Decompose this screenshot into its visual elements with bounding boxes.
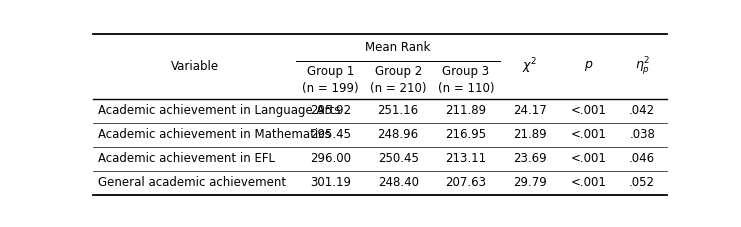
Text: 295.45: 295.45 <box>310 128 351 141</box>
Text: <.001: <.001 <box>571 176 607 190</box>
Text: 21.89: 21.89 <box>513 128 547 141</box>
Text: <.001: <.001 <box>571 128 607 141</box>
Text: $\chi^2$: $\chi^2$ <box>522 57 537 76</box>
Text: Academic achievement in Language Arts: Academic achievement in Language Arts <box>99 104 341 117</box>
Text: 248.96: 248.96 <box>378 128 419 141</box>
Text: <.001: <.001 <box>571 104 607 117</box>
Text: .052: .052 <box>629 176 655 190</box>
Text: 296.00: 296.00 <box>310 152 351 165</box>
Text: Variable: Variable <box>170 60 219 73</box>
Text: Group 2
(n = 210): Group 2 (n = 210) <box>370 65 426 95</box>
Text: 251.16: 251.16 <box>378 104 419 117</box>
Text: Group 3
(n = 110): Group 3 (n = 110) <box>438 65 494 95</box>
Text: 207.63: 207.63 <box>445 176 486 190</box>
Text: 24.17: 24.17 <box>513 104 547 117</box>
Text: 211.89: 211.89 <box>445 104 486 117</box>
Text: $\eta_p^2$: $\eta_p^2$ <box>634 55 650 77</box>
Text: 295.92: 295.92 <box>310 104 351 117</box>
Text: 23.69: 23.69 <box>513 152 547 165</box>
Text: Academic achievement in Mathematics: Academic achievement in Mathematics <box>99 128 331 141</box>
Text: .046: .046 <box>629 152 655 165</box>
Text: 301.19: 301.19 <box>310 176 351 190</box>
Text: Academic achievement in EFL: Academic achievement in EFL <box>99 152 276 165</box>
Text: 216.95: 216.95 <box>445 128 486 141</box>
Text: General academic achievement: General academic achievement <box>99 176 287 190</box>
Text: 248.40: 248.40 <box>378 176 419 190</box>
Text: 29.79: 29.79 <box>513 176 547 190</box>
Text: 250.45: 250.45 <box>378 152 419 165</box>
Text: 213.11: 213.11 <box>445 152 486 165</box>
Text: $p$: $p$ <box>584 59 594 73</box>
Text: Group 1
(n = 199): Group 1 (n = 199) <box>302 65 359 95</box>
Text: <.001: <.001 <box>571 152 607 165</box>
Text: .038: .038 <box>629 128 655 141</box>
Text: .042: .042 <box>629 104 655 117</box>
Text: Mean Rank: Mean Rank <box>365 41 431 54</box>
